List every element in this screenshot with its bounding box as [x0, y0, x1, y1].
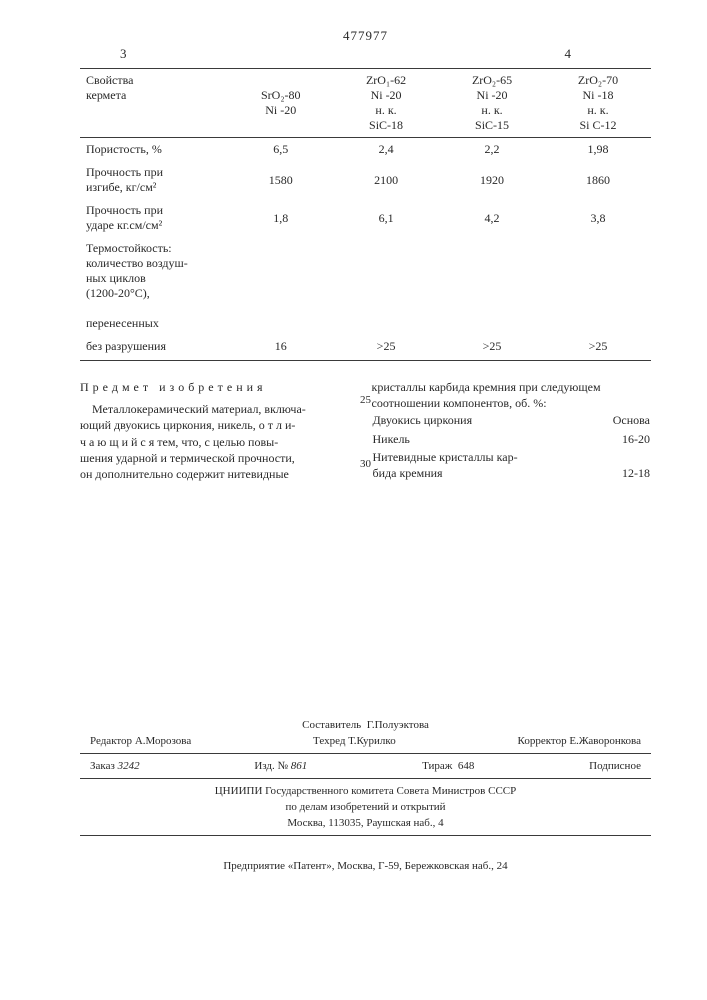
row-label: Термостойкость: количество воздуш- ных ц… — [86, 241, 222, 331]
corrector-label: Корректор — [518, 735, 567, 747]
cell: >25 — [333, 335, 439, 361]
patent-number: 477977 — [80, 28, 651, 44]
cell — [333, 237, 439, 335]
cell: 6,5 — [228, 138, 333, 162]
table-row: Термостойкость: количество воздуш- ных ц… — [80, 237, 651, 335]
org-line-2: по делам изобретений и открытий — [80, 799, 651, 815]
cell: 4,2 — [439, 199, 545, 237]
row-label: Прочность при изгибе, кг/см² — [86, 165, 222, 195]
cell: 2,2 — [439, 138, 545, 162]
cell: 1580 — [228, 161, 333, 199]
claims-section: 25 30 Предмет изобретения Металлокерамич… — [80, 379, 651, 482]
compiler-label: Составитель — [302, 719, 361, 731]
left-col-number: 3 — [120, 46, 127, 62]
component-value: 12-18 — [592, 448, 651, 482]
editor-label: Редактор — [90, 735, 132, 747]
component-name: Нитевидные кристаллы кар- бида кремния — [372, 448, 593, 482]
cell: >25 — [439, 335, 545, 361]
order-label: Заказ — [90, 760, 115, 772]
cell: 2100 — [333, 161, 439, 199]
row-label: Пористость, % — [86, 142, 222, 157]
claims-right-intro: кристаллы карбида кремния при следующем … — [372, 379, 652, 411]
cell: 2,4 — [333, 138, 439, 162]
cell: 3,8 — [545, 199, 651, 237]
corrector-name: Е.Жаворонкова — [569, 735, 641, 747]
component-row: Двуокись циркония Основа — [372, 411, 652, 429]
table-row: Пористость, % 6,5 2,4 2,2 1,98 — [80, 138, 651, 162]
cell: 1,98 — [545, 138, 651, 162]
composition-3: ZrO₂-70 Ni -18 н. к. Si C-12 — [551, 73, 645, 133]
cell — [228, 237, 333, 335]
table-row: Прочность при изгибе, кг/см² 1580 2100 1… — [80, 161, 651, 199]
component-value: 16-20 — [592, 430, 651, 448]
cell: 1860 — [545, 161, 651, 199]
tech-name: Т.Курилко — [348, 735, 396, 747]
subscribe: Подписное — [589, 760, 641, 772]
table-row-header: Свойства кермета — [86, 73, 222, 103]
composition-0: SrO₂-80 Ni -20 — [234, 88, 327, 118]
components-table: Двуокись циркония Основа Никель 16-20 Ни… — [372, 411, 652, 482]
component-row: Нитевидные кристаллы кар- бида кремния 1… — [372, 448, 652, 482]
table-row: без разрушения 16 >25 >25 >25 — [80, 335, 651, 361]
cell — [545, 237, 651, 335]
component-name: Никель — [372, 430, 593, 448]
properties-table: Свойства кермета SrO₂-80 Ni -20 ZrO₁-62 … — [80, 68, 651, 361]
component-name: Двуокись циркония — [372, 411, 593, 429]
org-line-3: Москва, 113035, Раушская наб., 4 — [80, 815, 651, 831]
printer-line: Предприятие «Патент», Москва, Г-59, Бере… — [80, 860, 651, 872]
cell: >25 — [545, 335, 651, 361]
composition-2: ZrO₂-65 Ni -20 н. к. SiC-15 — [445, 73, 539, 133]
cell: 6,1 — [333, 199, 439, 237]
composition-1: ZrO₁-62 Ni -20 н. к. SiC-18 — [339, 73, 433, 133]
component-value: Основа — [592, 411, 651, 429]
table-row: Прочность при ударе кг.см/см² 1,8 6,1 4,… — [80, 199, 651, 237]
cell: 16 — [228, 335, 333, 361]
org-line-1: ЦНИИПИ Государственного комитета Совета … — [80, 783, 651, 799]
row-label: без разрушения — [86, 339, 222, 354]
cell: 1,8 — [228, 199, 333, 237]
cell — [439, 237, 545, 335]
editor-name: А.Морозова — [135, 735, 191, 747]
cell: 1920 — [439, 161, 545, 199]
order-num: 3242 — [118, 760, 140, 772]
copies-label: Тираж — [422, 760, 452, 772]
right-col-number: 4 — [565, 46, 572, 62]
claims-title: Предмет изобретения — [80, 379, 360, 395]
line-marker-30: 30 — [360, 457, 371, 472]
line-marker-25: 25 — [360, 393, 371, 408]
issue-label: Изд. № — [254, 760, 288, 772]
issue-num: 861 — [291, 760, 308, 772]
component-row: Никель 16-20 — [372, 430, 652, 448]
claims-left-text: Металлокерамический материал, включа- ющ… — [80, 401, 360, 482]
footer-block: Составитель Г.Полуэктова Редактор А.Моро… — [80, 717, 651, 840]
copies-num: 648 — [458, 760, 475, 772]
row-label: Прочность при ударе кг.см/см² — [86, 203, 222, 233]
tech-label: Техред — [313, 735, 345, 747]
compiler-name: Г.Полуэктова — [367, 719, 429, 731]
